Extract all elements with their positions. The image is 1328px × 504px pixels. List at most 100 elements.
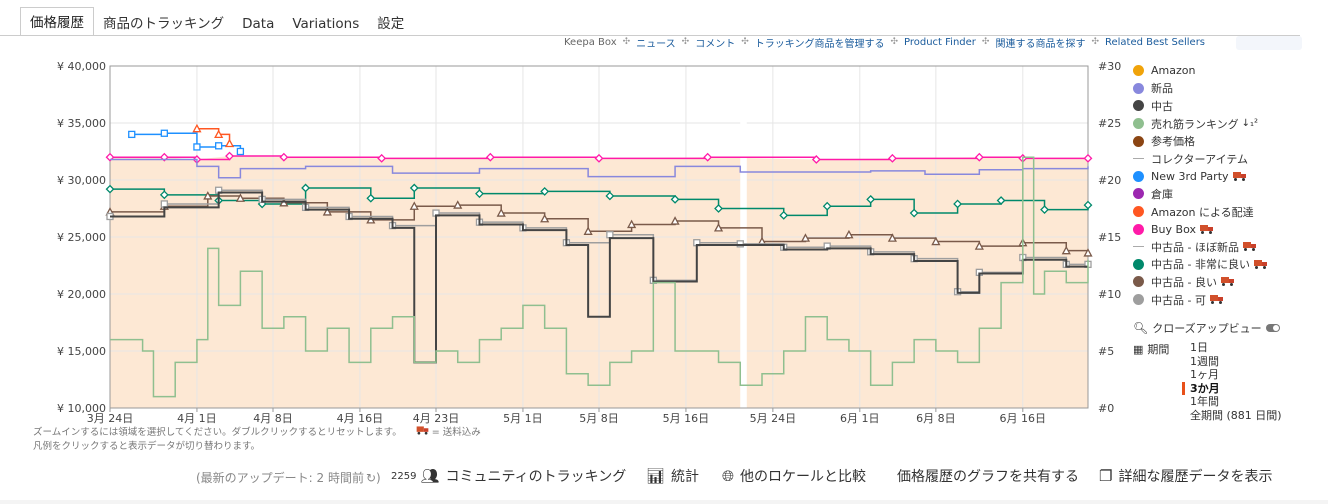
compare-label: 他のロケールと比較 — [740, 469, 867, 485]
legend-item[interactable]: 中古品 - ほぼ新品 — [1133, 238, 1267, 256]
legend-item[interactable]: 売れ筋ランキング ↓₁² — [1133, 115, 1267, 133]
legend-item[interactable]: 中古 — [1133, 97, 1267, 115]
link-news[interactable]: ニュース — [636, 38, 676, 50]
community-tracking-button[interactable]: 2259 👥︎ コミュニティのトラッキング — [391, 466, 626, 486]
legend-item[interactable]: Amazon — [1133, 62, 1267, 80]
series-line[interactable] — [110, 158, 1089, 179]
detailed-data-button[interactable]: ❐ 詳細な履歴データを表示 — [1099, 466, 1272, 486]
x-tick-label: 6月 8日 — [916, 412, 956, 425]
legend-item[interactable]: 倉庫 — [1133, 185, 1267, 203]
data-point — [192, 123, 202, 133]
range-option[interactable]: 1年間 — [1190, 395, 1219, 408]
update-text: (最新のアップデート: 2 時間前 — [196, 471, 364, 485]
link-related-products[interactable]: 関連する商品を探す — [995, 38, 1086, 50]
legend-item[interactable]: 参考価格 — [1133, 132, 1267, 150]
closeup-label: クローズアップビュー — [1152, 322, 1262, 335]
data-point — [713, 223, 724, 232]
truck-icon — [416, 426, 429, 435]
legend-item[interactable]: 新品 — [1133, 80, 1267, 98]
separator-icon: ✣ — [890, 37, 898, 47]
data-point — [605, 191, 615, 201]
data-point — [1083, 200, 1093, 210]
data-point — [887, 233, 897, 242]
legend-dot-icon — [1133, 223, 1144, 235]
range-option[interactable]: 3か月 — [1182, 381, 1282, 396]
data-point — [214, 129, 224, 139]
range-option[interactable]: 1ヶ月 — [1190, 368, 1219, 381]
link-manage-tracking[interactable]: トラッキング商品を管理する — [754, 38, 885, 50]
y-tick-label: ¥ 20,000 — [57, 288, 106, 301]
data-point — [540, 213, 550, 223]
closeup-view-toggle[interactable]: 🔍︎ クローズアップビュー — [1133, 320, 1280, 336]
share-graph-button[interactable]: 価格履歴のグラフを共有する — [897, 466, 1079, 486]
link-comments[interactable]: コメント — [695, 38, 736, 50]
data-point — [583, 226, 593, 235]
truck-icon — [1209, 295, 1223, 305]
compare-locales-button[interactable]: 🌐︎ 他のロケールと比較 — [722, 466, 866, 486]
tab-data[interactable]: Data — [242, 16, 275, 32]
legend-item[interactable]: 中古品 - 可 — [1133, 291, 1267, 309]
price-history-chart[interactable]: ¥ 40,000 ¥ 35,000 ¥ 30,000 ¥ 25,000 ¥ 20,000… — [0, 50, 1130, 430]
legend-item[interactable]: New 3rd Party — [1133, 168, 1267, 186]
data-point — [1083, 248, 1093, 257]
y2-tick-label: #5 — [1098, 345, 1114, 358]
tab-settings[interactable]: 設定 — [377, 16, 405, 32]
data-point — [279, 152, 289, 162]
legend-dot-icon — [1133, 82, 1144, 94]
range-option[interactable]: 全期間 (881 日間) — [1190, 408, 1282, 422]
legend-dot-icon — [1133, 170, 1144, 182]
y-tick-label: ¥ 35,000 — [57, 117, 106, 130]
legend-label: 中古品 - ほぼ新品 — [1151, 240, 1239, 254]
y2-tick-label: #20 — [1098, 174, 1121, 187]
footer-strip — [0, 500, 1328, 504]
link-keepa-box[interactable]: Keepa Box — [564, 36, 617, 48]
toggle-icon[interactable] — [1265, 324, 1280, 332]
tab-price-history[interactable]: 価格履歴 — [20, 7, 94, 36]
data-point — [236, 147, 245, 156]
data-point — [887, 153, 897, 163]
x-tick-label: 5月 24日 — [750, 412, 797, 425]
legend-item[interactable]: 中古品 - 良い — [1133, 273, 1267, 291]
legend-item[interactable]: Buy Box — [1133, 220, 1267, 238]
legend-label: 新品 — [1151, 82, 1173, 96]
data-point — [160, 200, 168, 208]
detail-label: 詳細な履歴データを表示 — [1118, 469, 1273, 485]
tab-product-tracking[interactable]: 商品のトラッキング — [103, 16, 225, 32]
data-point — [453, 200, 463, 209]
legend-item[interactable]: コレクターアイテム — [1133, 150, 1267, 168]
legend-dot-icon — [1133, 135, 1144, 147]
y2-tick-label: #25 — [1098, 117, 1121, 130]
range-option[interactable]: 1日 — [1190, 341, 1208, 354]
range-option[interactable]: 1週間 — [1190, 354, 1219, 368]
series-line[interactable] — [110, 191, 1088, 364]
data-point — [953, 199, 963, 209]
data-point — [409, 201, 419, 210]
legend-dot-icon — [1133, 118, 1144, 130]
y2-tick-label: #0 — [1098, 402, 1114, 415]
legend-label: 中古品 - 可 — [1151, 293, 1206, 307]
tab-variations[interactable]: Variations — [292, 16, 360, 32]
data-point — [627, 219, 637, 229]
legend-item[interactable]: 中古品 - 非常に良い — [1133, 256, 1267, 274]
link-related-best-sellers[interactable]: Related Best Sellers — [1105, 36, 1206, 48]
series-line[interactable] — [110, 156, 1089, 398]
y-tick-label: ¥ 10,000 — [57, 402, 106, 415]
y2-tick-label: #10 — [1098, 288, 1121, 301]
statistics-button[interactable]: 📊︎ 統計 — [646, 466, 699, 486]
data-point — [322, 207, 332, 216]
refresh-icon[interactable]: ↻) — [366, 470, 381, 485]
legend-item[interactable]: Amazon による配達 — [1133, 203, 1267, 221]
link-product-finder[interactable]: Product Finder — [904, 36, 976, 48]
data-point — [1061, 245, 1071, 255]
hint-zoom: ズームインするには領域を選択してください。ダブルクリックするとリセットします。 — [33, 427, 402, 438]
legend-dot-icon — [1133, 65, 1144, 77]
hint-shipping: = 送料込み — [431, 427, 481, 438]
sort-icon[interactable]: ↓₁² — [1241, 118, 1259, 130]
hint-legend: 凡例をクリックすると表示データが切り替わります。 — [33, 440, 261, 452]
data-point — [800, 233, 811, 242]
truck-icon — [1232, 171, 1246, 181]
data-point — [974, 241, 984, 250]
tab-bar: 価格履歴 商品のトラッキング Data Variations 設定 — [20, 7, 413, 36]
x-tick-label: 6月 1日 — [840, 412, 880, 425]
data-point — [974, 152, 984, 162]
